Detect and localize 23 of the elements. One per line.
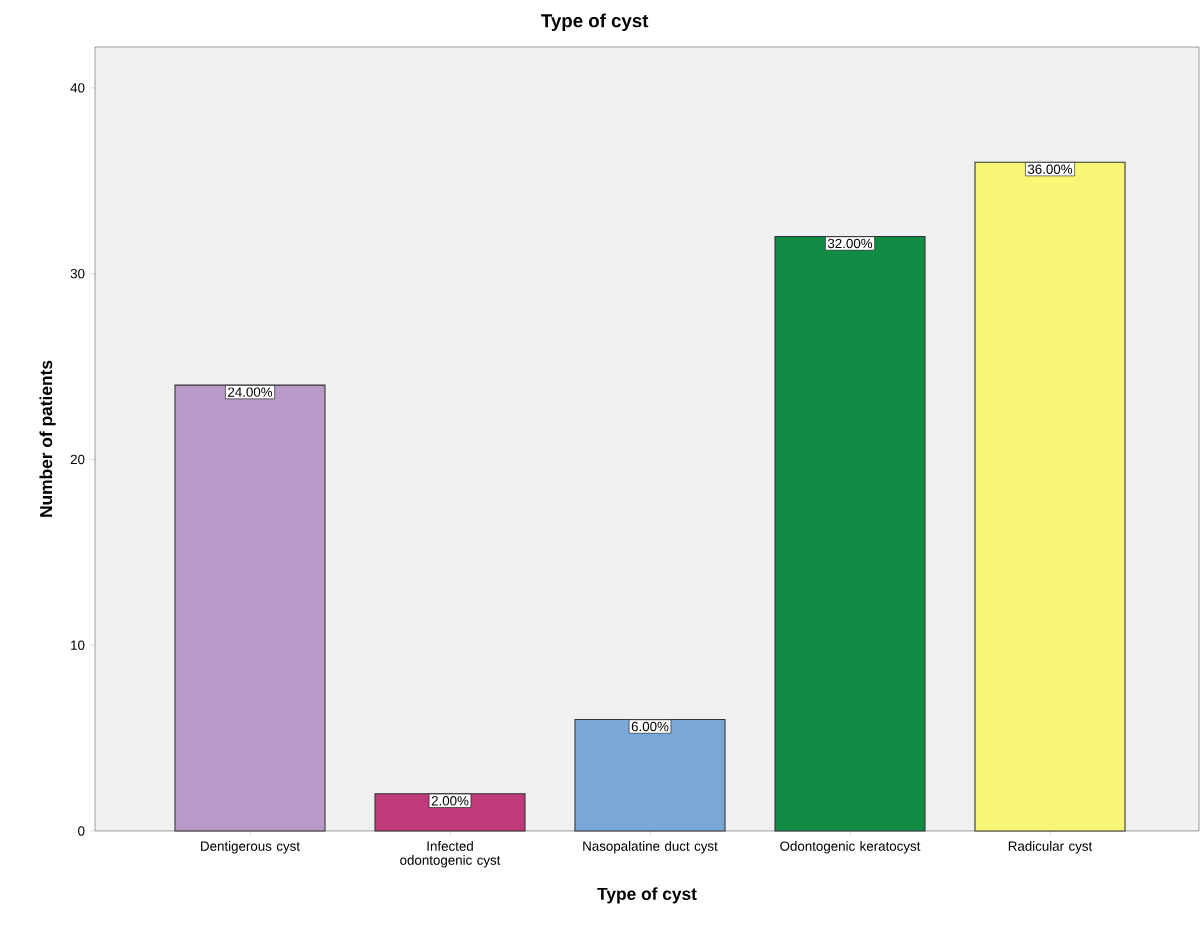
bar [974,161,1126,832]
bar [774,235,926,832]
y-axis-title: Number of patients [39,360,56,517]
bar [574,718,726,832]
y-tick-label: 0 [78,826,85,836]
data-label: 24.00% [228,387,273,397]
y-tick-label: 30 [70,268,85,279]
data-label: 36.00% [1027,164,1073,174]
x-tick-label: Nasopalatine duct cyst [583,841,718,854]
chart-title: Type of cyst [541,13,649,32]
x-tick-label: Radicular cyst [1008,841,1093,854]
x-axis-title: Type of cyst [597,887,697,904]
y-tick-label: 40 [70,83,85,93]
x-tick-label: Odontogenic keratocyst [780,841,921,854]
x-tick-label: Dentigerous cyst [201,841,300,854]
y-tick-label: 20 [70,454,85,465]
data-label: 2.00% [431,796,469,806]
x-tick-label: Infected odontogenic cyst [400,841,501,868]
bar [374,793,526,832]
data-label: 32.00% [827,238,873,249]
bar [174,384,326,832]
data-label: 6.00% [631,721,669,732]
y-tick-label: 10 [71,640,85,650]
